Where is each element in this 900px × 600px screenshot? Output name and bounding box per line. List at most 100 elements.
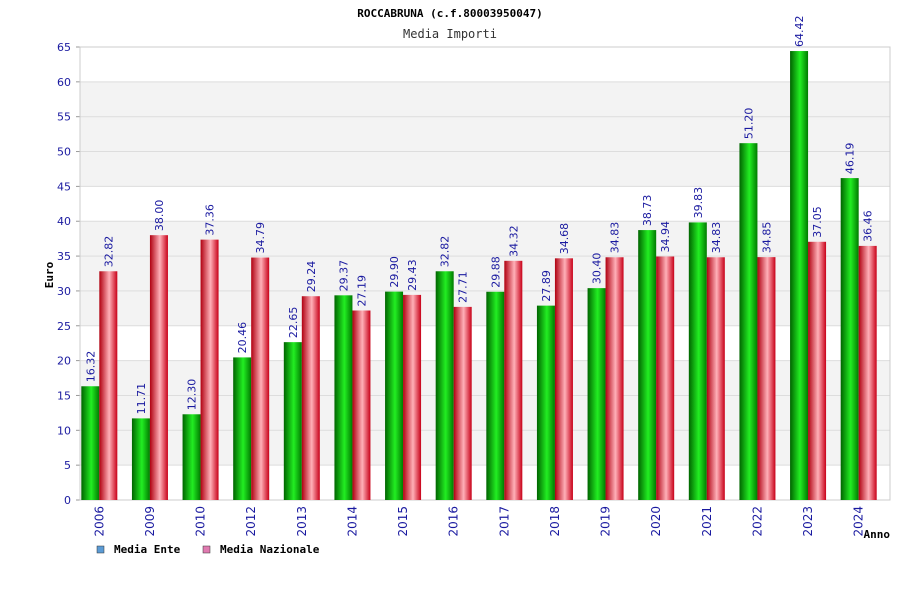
bar-media-nazionale: [301, 296, 320, 500]
x-tick-label: 2016: [447, 506, 461, 537]
x-axis-label: Anno: [864, 528, 891, 541]
x-tick-label: 2019: [599, 506, 613, 537]
data-label-media-ente: 22.65: [287, 307, 300, 339]
data-label-media-ente: 12.30: [186, 379, 199, 411]
data-label-media-nazionale: 34.79: [254, 222, 267, 254]
data-label-media-nazionale: 38.00: [153, 200, 166, 232]
bar-media-nazionale: [149, 235, 168, 500]
data-label-media-ente: 29.37: [337, 260, 350, 292]
bar-media-ente: [182, 414, 201, 500]
data-label-media-ente: 30.40: [591, 253, 604, 285]
data-label-media-nazionale: 32.82: [102, 236, 115, 268]
bar-media-ente: [81, 386, 100, 500]
y-tick-label: 20: [57, 355, 71, 368]
bar-media-nazionale: [251, 257, 270, 500]
bar-media-ente: [486, 291, 505, 500]
data-label-media-ente: 16.32: [84, 351, 97, 383]
y-tick-label: 55: [57, 111, 71, 124]
legend-swatch-media-nazionale: [202, 545, 211, 554]
x-tick-label: 2020: [649, 506, 663, 537]
data-label-media-nazionale: 34.83: [710, 222, 723, 254]
data-label-media-ente: 64.42: [793, 16, 806, 48]
bar-media-nazionale: [605, 257, 624, 500]
bar-media-nazionale: [352, 310, 371, 500]
x-tick-label: 2024: [852, 506, 866, 537]
data-label-media-ente: 38.73: [641, 195, 654, 227]
data-label-media-nazionale: 29.43: [406, 259, 419, 291]
bar-media-nazionale: [504, 260, 523, 500]
grid-band: [80, 116, 890, 152]
y-tick-label: 15: [57, 389, 71, 402]
bar-media-ente: [688, 222, 707, 501]
y-tick-label: 5: [64, 459, 71, 472]
legend-label-media-ente: Media Ente: [114, 543, 181, 556]
bar-media-nazionale: [706, 257, 725, 500]
data-label-media-ente: 32.82: [439, 236, 452, 268]
data-label-media-ente: 39.83: [692, 187, 705, 219]
bar-media-nazionale: [453, 306, 472, 500]
x-tick-label: 2010: [194, 506, 208, 537]
grid-band: [80, 151, 890, 187]
data-label-media-nazionale: 34.85: [760, 222, 773, 254]
x-tick-label: 2013: [295, 506, 309, 537]
plot-area: 0 5 10 15 20 25 30 35 40 45 50 55 60 65 16.32 32.82 2006…: [57, 16, 891, 537]
data-label-media-nazionale: 37.36: [204, 204, 217, 236]
data-label-media-nazionale: 37.05: [811, 206, 824, 238]
y-tick-label: 0: [64, 494, 71, 507]
bar-media-ente: [334, 295, 353, 500]
data-label-media-nazionale: 34.32: [507, 225, 520, 257]
grid-band: [80, 81, 890, 117]
legend-label-media-nazionale: Media Nazionale: [220, 543, 320, 556]
bar-media-ente: [435, 271, 454, 500]
data-label-media-nazionale: 34.94: [659, 221, 672, 253]
bar-media-ente: [739, 143, 758, 500]
bar-media-nazionale: [757, 257, 776, 500]
y-tick-label: 25: [57, 320, 71, 333]
bar-media-ente: [840, 178, 859, 500]
x-tick-label: 2018: [548, 506, 562, 537]
data-label-media-ente: 46.19: [844, 143, 857, 175]
chart-title: ROCCABRUNA (c.f.80003950047): [357, 7, 542, 20]
grid-band: [80, 186, 890, 222]
bar-media-ente: [638, 230, 657, 500]
data-label-media-nazionale: 29.24: [305, 261, 318, 293]
bar-media-ente: [536, 305, 555, 500]
data-label-media-ente: 51.20: [742, 108, 755, 140]
y-axis-label: Euro: [43, 261, 56, 288]
data-label-media-ente: 11.71: [135, 383, 148, 415]
x-tick-label: 2006: [92, 506, 106, 537]
x-tick-label: 2022: [750, 506, 764, 537]
data-label-media-ente: 29.88: [489, 256, 502, 288]
data-label-media-nazionale: 36.46: [862, 210, 875, 242]
x-tick-label: 2012: [244, 506, 258, 537]
bar-media-ente: [283, 342, 302, 500]
bar-media-nazionale: [656, 256, 675, 500]
data-label-media-nazionale: 34.68: [558, 223, 571, 255]
data-label-media-nazionale: 27.19: [355, 275, 368, 307]
y-tick-label: 65: [57, 41, 71, 54]
x-tick-label: 2021: [700, 506, 714, 537]
data-label-media-ente: 27.89: [540, 270, 553, 302]
data-label-media-ente: 20.46: [236, 322, 249, 354]
grid-band: [80, 47, 890, 82]
x-tick-label: 2015: [396, 506, 410, 537]
y-tick-label: 50: [57, 146, 71, 159]
bar-media-nazionale: [858, 245, 877, 500]
bar-media-ente: [233, 357, 252, 500]
bar-media-ente: [131, 418, 150, 500]
bar-media-nazionale: [200, 239, 219, 501]
x-tick-label: 2009: [143, 506, 157, 537]
data-label-media-ente: 29.90: [388, 256, 401, 288]
y-tick-label: 45: [57, 180, 71, 193]
y-tick-label: 30: [57, 285, 71, 298]
y-tick-label: 35: [57, 250, 71, 263]
x-tick-label: 2017: [497, 506, 511, 537]
y-tick-label: 10: [57, 424, 71, 437]
x-tick-label: 2023: [801, 506, 815, 537]
x-tick-label: 2014: [345, 506, 359, 537]
legend-swatch-media-ente: [96, 545, 105, 554]
y-tick-label: 60: [57, 76, 71, 89]
bar-media-nazionale: [808, 241, 827, 501]
bar-media-ente: [587, 288, 606, 500]
